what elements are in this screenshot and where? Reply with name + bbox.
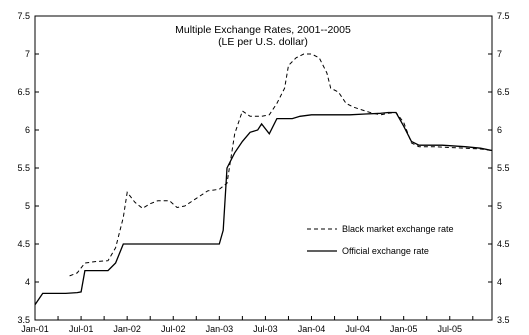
y-tick-label-right: 4.5	[497, 239, 510, 249]
y-axis-right: 3.5 4 4.5 5 5.5 6 6.5 7 7.5	[488, 11, 510, 325]
series-layer	[34, 53, 493, 306]
legend-label-black-market: Black market exchange rate	[342, 224, 454, 234]
x-tick-label: Jul-02	[161, 324, 186, 334]
x-tick-label: Jan-04	[298, 324, 326, 334]
x-tick-label: Jul-01	[69, 324, 94, 334]
y-tick-label-left: 4.5	[17, 239, 30, 249]
y-tick-label-left: 7	[25, 49, 30, 59]
y-tick-label-right: 6.5	[497, 87, 510, 97]
chart-subtitle: (LE per U.S. dollar)	[218, 36, 308, 48]
y-tick-label-right: 7	[497, 49, 502, 59]
chart-title: Multiple Exchange Rates, 2001--2005	[175, 24, 351, 36]
x-tick-label: Jan-01	[21, 324, 49, 334]
y-tick-label-left: 5.5	[17, 163, 30, 173]
y-tick-label-left: 4	[25, 277, 30, 287]
y-tick-label-right: 6	[497, 125, 502, 135]
legend: Black market exchange rate Official exch…	[307, 224, 454, 256]
y-tick-label-left: 6	[25, 125, 30, 135]
y-tick-label-left: 5	[25, 201, 30, 211]
y-tick-label-right: 5.5	[497, 163, 510, 173]
y-tick-label-left: 6.5	[17, 87, 30, 97]
x-tick-label: Jul-05	[437, 324, 462, 334]
x-tick-label: Jan-05	[390, 324, 418, 334]
y-tick-label-right: 3.5	[497, 315, 510, 325]
y-tick-label-right: 4	[497, 277, 502, 287]
x-axis: Jan-01 Jul-01 Jan-02 Jul-02 Jan-03 Jul-03 Jan-…	[21, 316, 474, 334]
legend-label-official: Official exchange rate	[342, 246, 429, 256]
x-tick-label: Jan-03	[206, 324, 234, 334]
plot-frame	[34, 15, 493, 321]
y-tick-label-right: 7.5	[497, 11, 510, 21]
y-tick-label-left: 7.5	[17, 11, 30, 21]
y-axis-left: 3.5 4 4.5 5 5.5 6 6.5 7 7.5	[17, 11, 39, 325]
y-tick-label-left: 3.5	[17, 315, 30, 325]
x-tick-label: Jan-02	[113, 324, 141, 334]
x-tick-label: Jul-03	[253, 324, 278, 334]
x-tick-label: Jul-04	[345, 324, 370, 334]
y-tick-label-right: 5	[497, 201, 502, 211]
series-line-official	[34, 111, 493, 306]
